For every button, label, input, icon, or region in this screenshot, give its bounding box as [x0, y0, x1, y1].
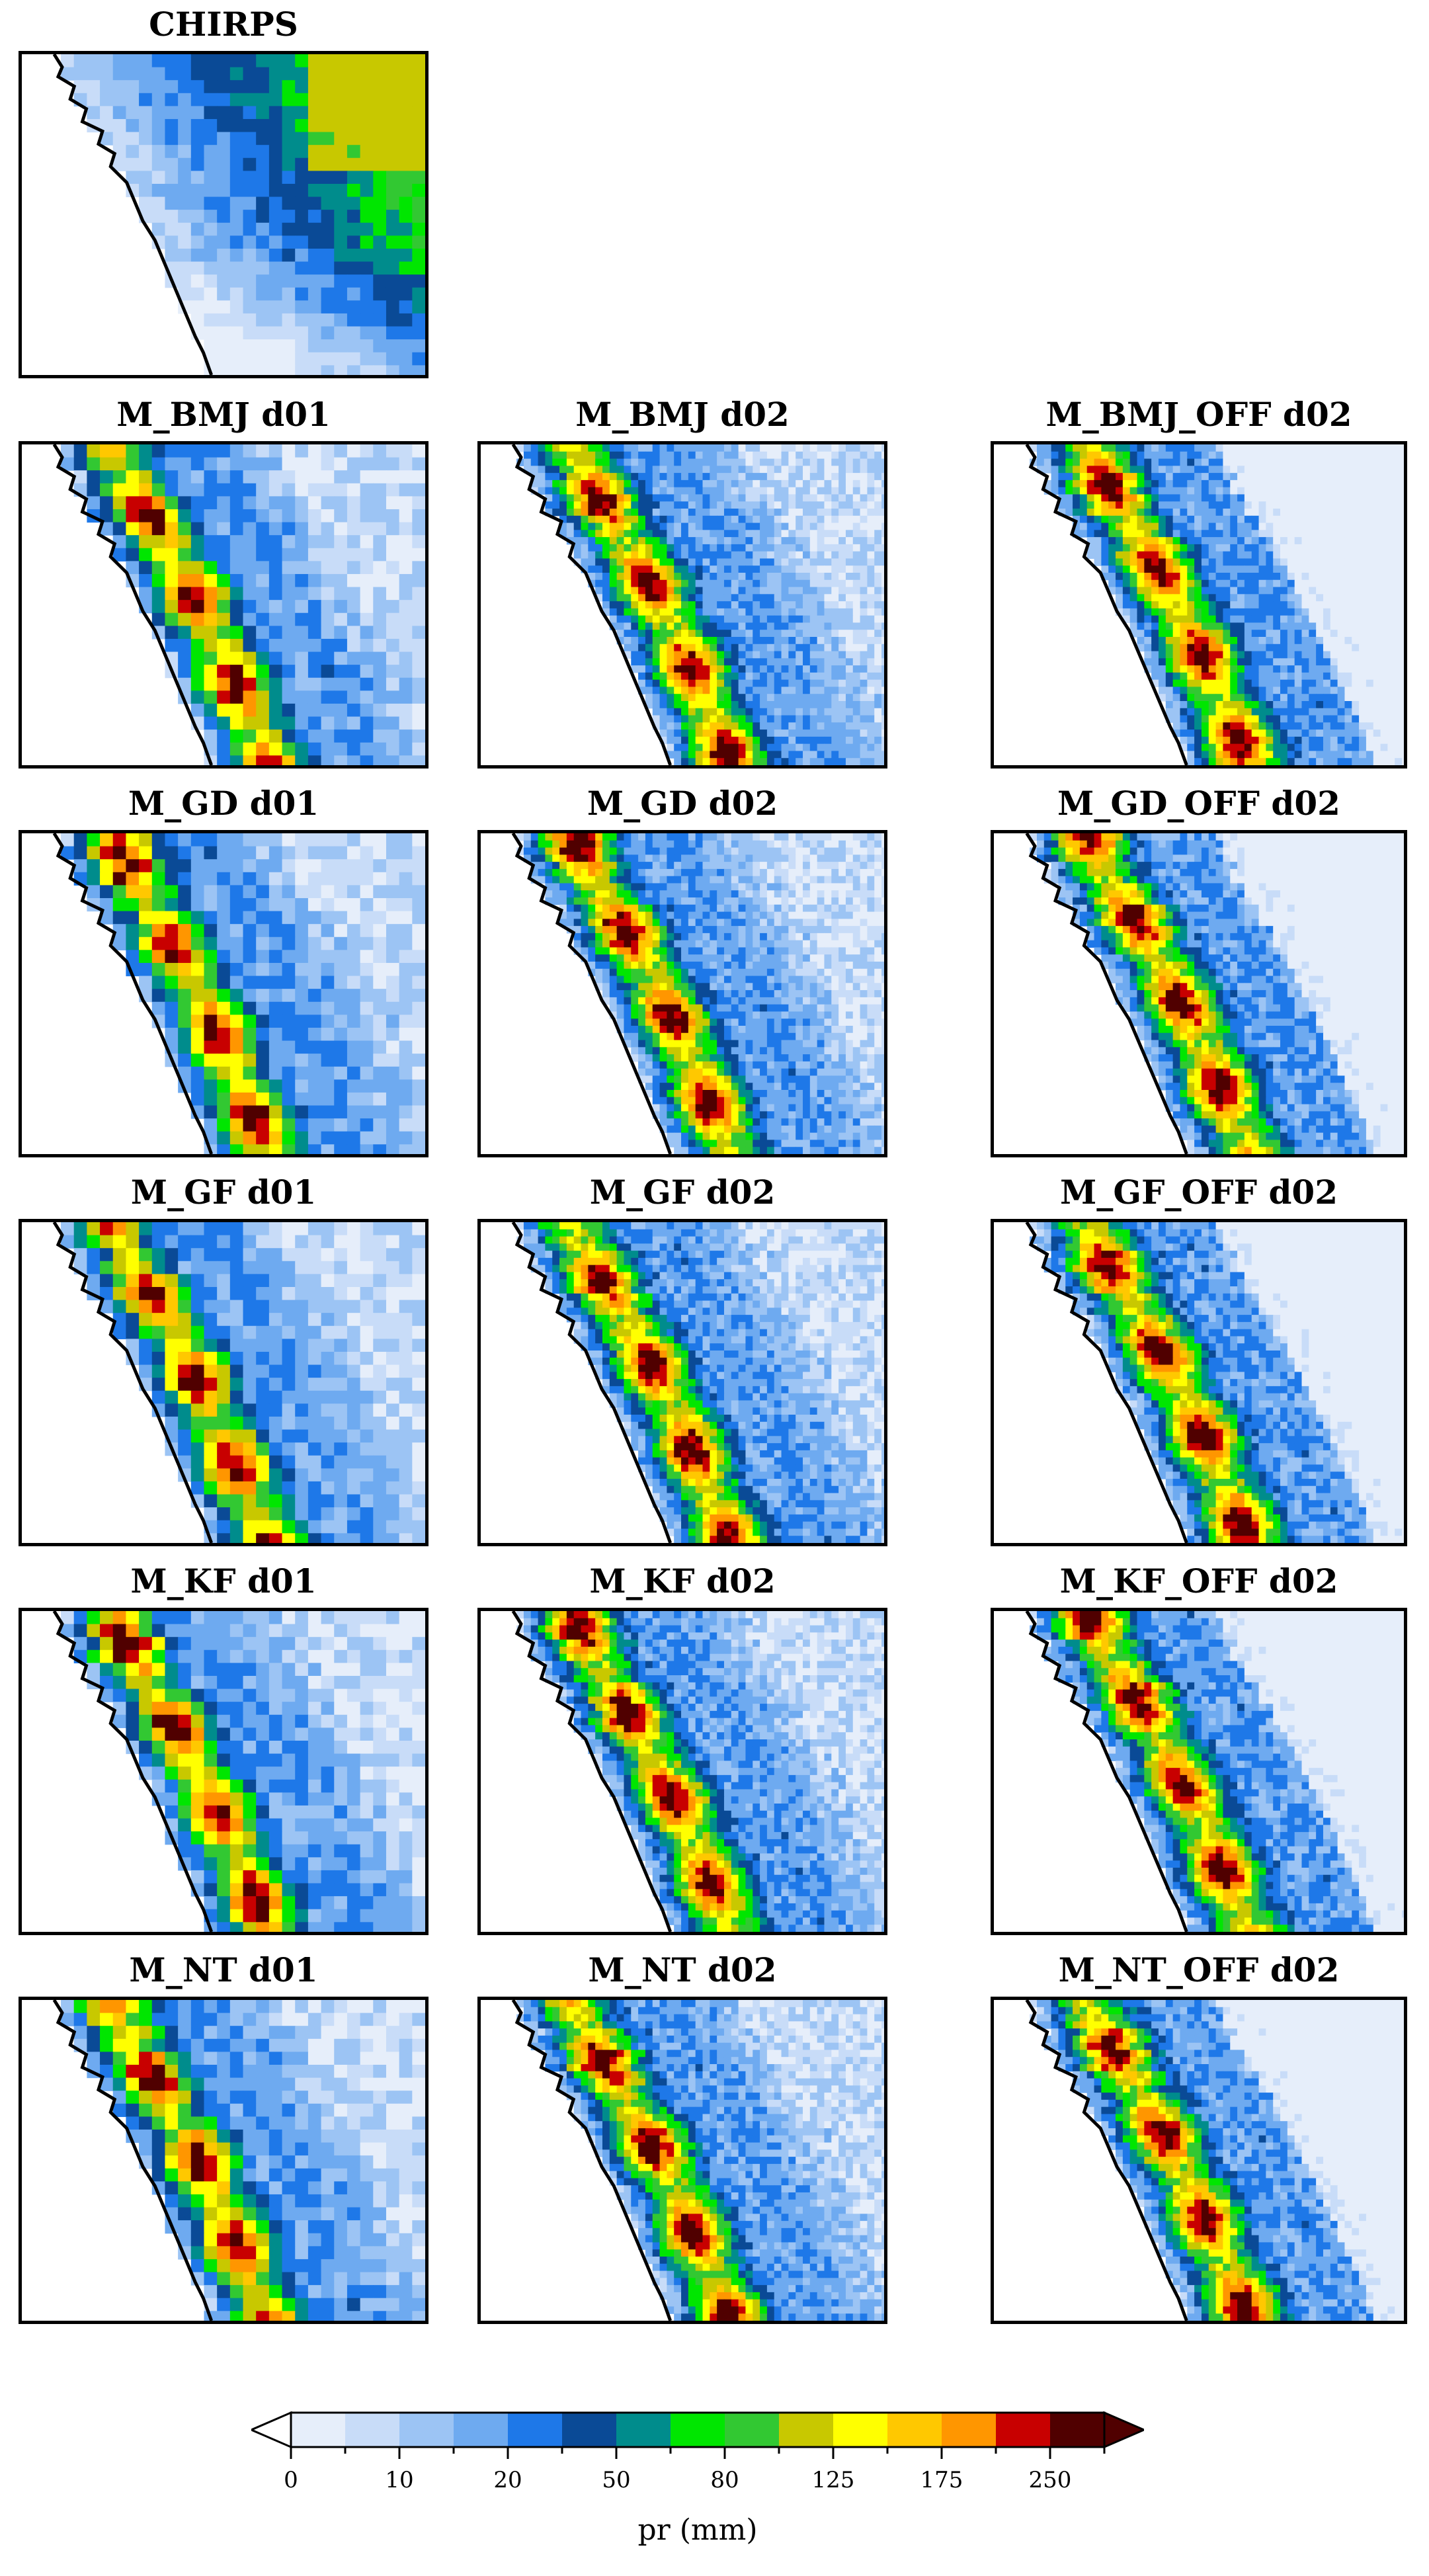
coastline	[52, 1611, 214, 1932]
precip-map	[19, 1608, 429, 1935]
panel-title: M_GD d01	[19, 780, 429, 827]
panel-title: M_GF d02	[477, 1169, 887, 1216]
precip-map	[19, 51, 429, 378]
panel-title: M_KF d02	[477, 1558, 887, 1604]
map-panel: M_BMJ d02	[477, 392, 887, 772]
precip-map	[477, 1219, 887, 1546]
colorbar-swatch	[616, 2413, 671, 2447]
colorbar-swatch	[725, 2413, 780, 2447]
colorbar-tick-label: 20	[493, 2467, 522, 2493]
coastline	[52, 2000, 214, 2321]
map-panel: M_KF_OFF d02	[991, 1558, 1407, 1938]
colorbar-over-triangle	[1103, 2411, 1147, 2449]
colorbar-swatch	[1050, 2413, 1105, 2447]
map-panel: M_KF d01	[19, 1558, 429, 1938]
map-panel: M_GF_OFF d02	[991, 1169, 1407, 1550]
panel-title: M_BMJ_OFF d02	[991, 392, 1407, 438]
colorbar-label: pr (mm)	[251, 2513, 1144, 2547]
precip-map	[991, 1608, 1407, 1935]
coastline	[52, 833, 214, 1154]
precip-map	[19, 1219, 429, 1546]
coastline	[1025, 444, 1188, 765]
colorbar-swatch	[671, 2413, 725, 2447]
panel-title: M_KF d01	[19, 1558, 429, 1604]
precip-map	[991, 1219, 1407, 1546]
map-panel: M_BMJ d01	[19, 392, 429, 772]
panel-title: M_KF_OFF d02	[991, 1558, 1407, 1604]
precip-map	[477, 1997, 887, 2324]
coastline	[52, 444, 214, 765]
panel-title: M_BMJ d01	[19, 392, 429, 438]
panel-title: M_GF_OFF d02	[991, 1169, 1407, 1216]
coastline	[1025, 1611, 1188, 1932]
precip-map	[477, 830, 887, 1157]
coastline	[1025, 2000, 1188, 2321]
colorbar-swatch	[399, 2413, 454, 2447]
panel-title: M_NT d02	[477, 1947, 887, 1993]
colorbar-bar	[249, 2411, 1147, 2459]
colorbar-tick-label: 250	[1029, 2467, 1072, 2493]
precip-map	[991, 441, 1407, 769]
map-panel: M_GD d02	[477, 780, 887, 1161]
map-panel: M_NT_OFF d02	[991, 1947, 1407, 2327]
colorbar-tick-label: 10	[385, 2467, 413, 2493]
panel-title: M_BMJ d02	[477, 392, 887, 438]
panel-title: M_GD d02	[477, 780, 887, 827]
precip-map	[991, 1997, 1407, 2324]
colorbar-tick-label: 0	[284, 2467, 298, 2493]
colorbar-tick-label: 80	[710, 2467, 739, 2493]
map-panel: M_NT d01	[19, 1947, 429, 2327]
precip-map	[19, 830, 429, 1157]
colorbar-swatch	[833, 2413, 888, 2447]
map-panel: M_KF d02	[477, 1558, 887, 1938]
colorbar-tick-label: 125	[812, 2467, 855, 2493]
coastline	[511, 1611, 673, 1932]
colorbar-swatch	[779, 2413, 834, 2447]
coastline	[1025, 833, 1188, 1154]
coastline	[511, 1222, 673, 1543]
panel-title: M_GF d01	[19, 1169, 429, 1216]
precip-map	[19, 441, 429, 769]
colorbar-swatch	[887, 2413, 942, 2447]
map-panel: M_GF d02	[477, 1169, 887, 1550]
coastline	[1025, 1222, 1188, 1543]
panel-title: M_NT_OFF d02	[991, 1947, 1407, 1993]
coastline	[52, 54, 214, 375]
colorbar: 0 10 20 50 80 125 175 250 pr (mm)	[249, 2394, 1147, 2553]
colorbar-swatch	[942, 2413, 997, 2447]
colorbar-under-triangle	[249, 2411, 292, 2449]
precip-map	[19, 1997, 429, 2324]
panel-title: M_NT d01	[19, 1947, 429, 1993]
precip-map	[477, 441, 887, 769]
colorbar-swatch	[562, 2413, 617, 2447]
precip-map	[991, 830, 1407, 1157]
colorbar-tick-label: 175	[920, 2467, 963, 2493]
map-panel: M_GF d01	[19, 1169, 429, 1550]
colorbar-swatch	[508, 2413, 563, 2447]
panel-title: M_GD_OFF d02	[991, 780, 1407, 827]
map-panel: M_GD d01	[19, 780, 429, 1161]
map-panel: CHIRPS	[19, 1, 429, 382]
map-panel: M_BMJ_OFF d02	[991, 392, 1407, 772]
coastline	[511, 2000, 673, 2321]
map-panel: M_GD_OFF d02	[991, 780, 1407, 1161]
colorbar-tick-label: 50	[602, 2467, 630, 2493]
coastline	[52, 1222, 214, 1543]
colorbar-swatch	[454, 2413, 509, 2447]
precip-map	[477, 1608, 887, 1935]
panel-title: CHIRPS	[19, 1, 429, 48]
map-panel: M_NT d02	[477, 1947, 887, 2327]
colorbar-swatch	[345, 2413, 400, 2447]
coastline	[511, 444, 673, 765]
coastline	[511, 833, 673, 1154]
colorbar-swatch	[996, 2413, 1051, 2447]
colorbar-swatch	[291, 2413, 346, 2447]
